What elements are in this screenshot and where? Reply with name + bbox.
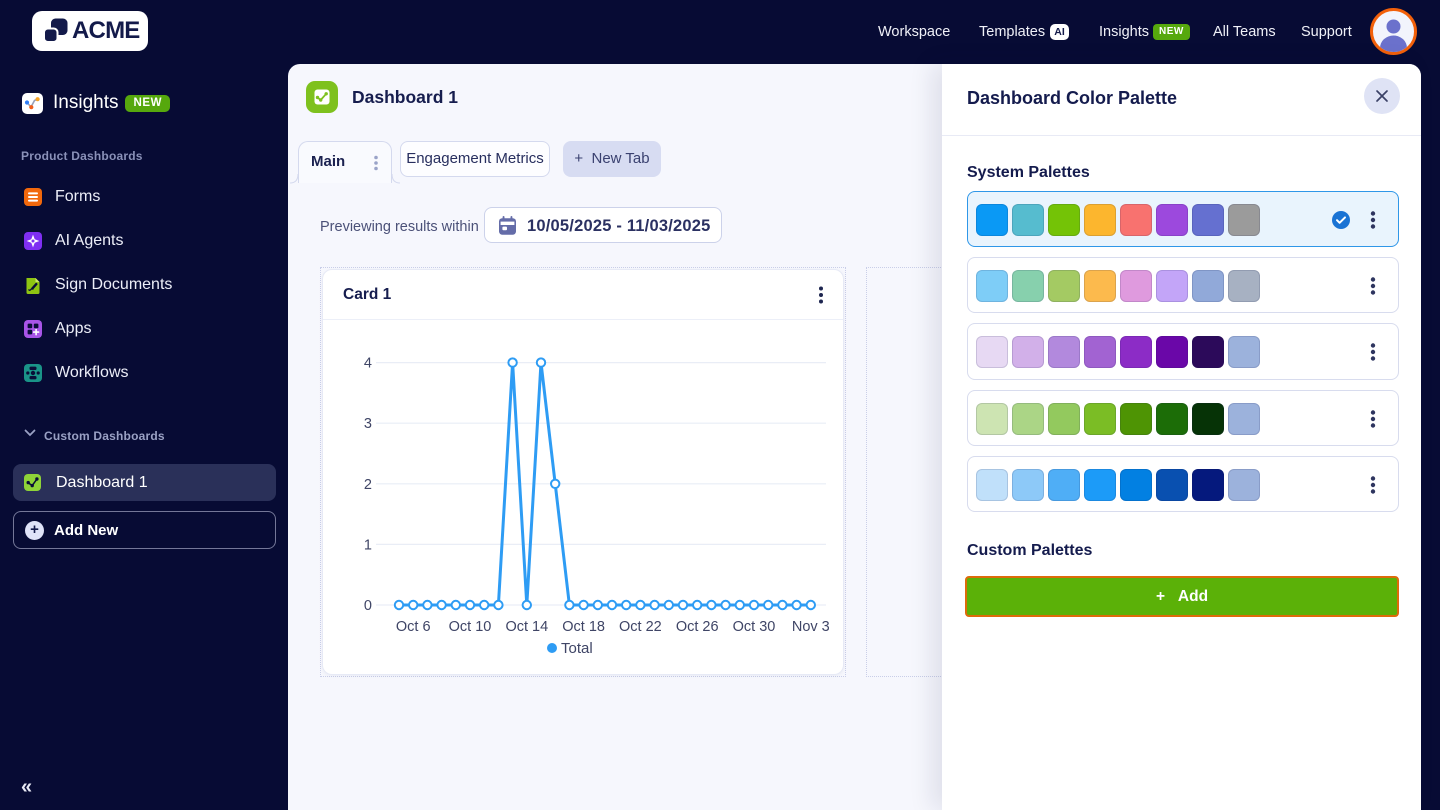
svg-text:3: 3 xyxy=(364,416,372,432)
svg-text:0: 0 xyxy=(364,598,372,614)
svg-text:2: 2 xyxy=(364,477,372,493)
svg-text:Oct 22: Oct 22 xyxy=(619,619,662,635)
svg-text:Oct 26: Oct 26 xyxy=(676,619,719,635)
svg-text:Oct 30: Oct 30 xyxy=(733,619,776,635)
svg-text:Oct 18: Oct 18 xyxy=(562,619,605,635)
svg-text:1: 1 xyxy=(364,537,372,553)
svg-text:Total: Total xyxy=(561,640,593,657)
svg-text:4: 4 xyxy=(364,356,372,372)
svg-text:Nov 3: Nov 3 xyxy=(792,619,830,635)
svg-text:Oct 14: Oct 14 xyxy=(505,619,548,635)
svg-text:Oct 10: Oct 10 xyxy=(449,619,492,635)
svg-text:Oct 6: Oct 6 xyxy=(396,619,431,635)
